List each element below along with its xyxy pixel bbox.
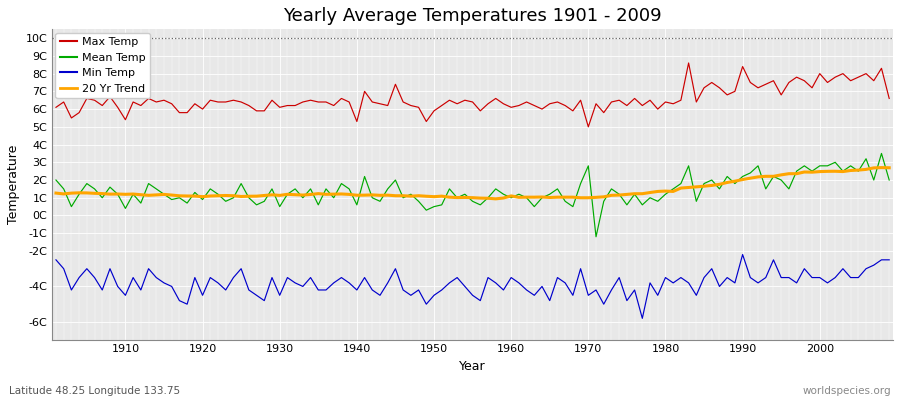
Y-axis label: Temperature: Temperature <box>7 145 20 224</box>
X-axis label: Year: Year <box>459 360 486 373</box>
Text: worldspecies.org: worldspecies.org <box>803 386 891 396</box>
Title: Yearly Average Temperatures 1901 - 2009: Yearly Average Temperatures 1901 - 2009 <box>284 7 662 25</box>
Text: Latitude 48.25 Longitude 133.75: Latitude 48.25 Longitude 133.75 <box>9 386 180 396</box>
Legend: Max Temp, Mean Temp, Min Temp, 20 Yr Trend: Max Temp, Mean Temp, Min Temp, 20 Yr Tre… <box>56 33 150 98</box>
